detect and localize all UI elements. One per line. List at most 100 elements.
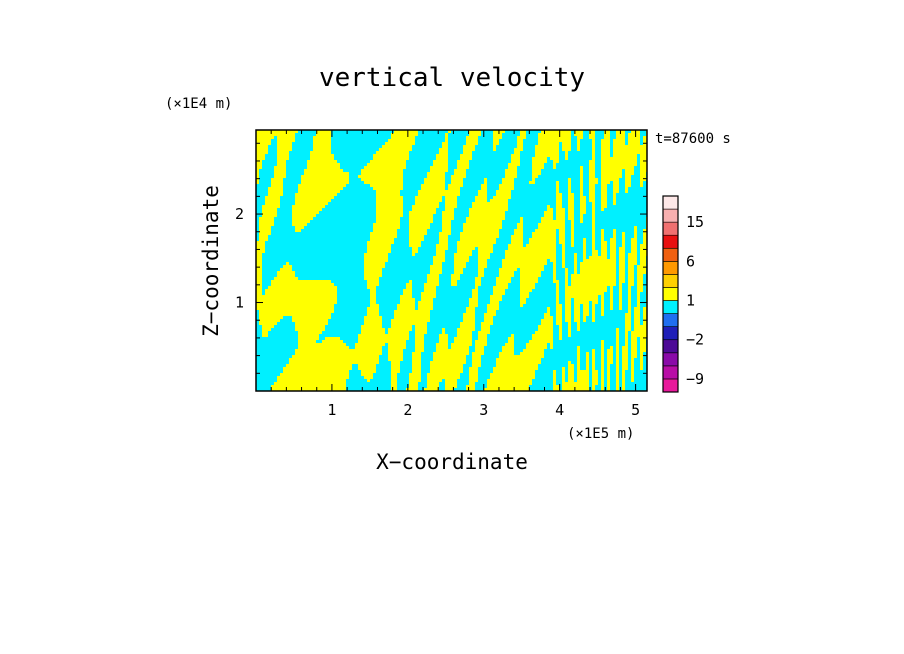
field-positive-region — [613, 202, 616, 205]
field-positive-region — [541, 217, 553, 220]
field-positive-region — [592, 220, 595, 223]
field-positive-region — [532, 337, 553, 340]
field-positive-region — [532, 169, 541, 172]
field-positive-region — [526, 244, 556, 247]
field-positive-region — [592, 352, 595, 355]
field-positive-region — [415, 325, 427, 328]
field-positive-region — [304, 172, 349, 175]
field-positive-region — [568, 187, 571, 190]
field-positive-region — [568, 364, 574, 367]
field-positive-region — [367, 247, 391, 250]
field-positive-region — [421, 295, 436, 298]
field-positive-region — [463, 223, 502, 226]
field-positive-region — [580, 193, 583, 196]
field-positive-region — [580, 271, 616, 274]
field-positive-region — [496, 280, 511, 283]
field-positive-region — [562, 148, 571, 151]
field-positive-region — [256, 301, 337, 304]
field-positive-region — [373, 187, 403, 190]
field-positive-region — [586, 361, 589, 364]
field-positive-region — [256, 166, 262, 169]
field-positive-region — [493, 367, 538, 370]
field-positive-region — [637, 301, 640, 304]
field-positive-region — [613, 139, 625, 142]
field-positive-region — [565, 277, 568, 280]
field-positive-region — [616, 349, 619, 352]
field-positive-region — [517, 145, 523, 148]
field-positive-region — [445, 208, 454, 211]
field-positive-region — [412, 364, 421, 367]
field-positive-region — [637, 283, 643, 286]
field-positive-region — [298, 340, 316, 343]
field-positive-region — [436, 247, 448, 250]
field-positive-region — [436, 349, 469, 352]
colorbar-segment — [662, 221, 679, 236]
field-positive-region — [601, 232, 604, 235]
field-positive-region — [493, 292, 505, 295]
field-positive-region — [376, 193, 400, 196]
field-positive-region — [601, 172, 622, 175]
field-positive-region — [256, 250, 265, 253]
field-positive-region — [601, 247, 607, 250]
field-positive-region — [604, 130, 610, 133]
field-positive-region — [592, 382, 598, 385]
field-positive-region — [601, 145, 610, 148]
field-positive-region — [391, 133, 418, 136]
field-positive-region — [364, 274, 382, 277]
field-positive-region — [490, 298, 502, 301]
field-positive-region — [418, 304, 433, 307]
field-positive-region — [508, 337, 514, 340]
y-tick-label: 2 — [235, 205, 244, 223]
field-positive-region — [628, 256, 637, 259]
field-positive-region — [628, 304, 631, 307]
field-positive-region — [583, 316, 586, 319]
field-positive-region — [592, 358, 595, 361]
field-positive-region — [457, 163, 469, 166]
field-positive-region — [571, 229, 574, 232]
field-positive-region — [406, 388, 418, 391]
field-positive-region — [292, 319, 328, 322]
field-positive-region — [640, 340, 646, 343]
field-positive-region — [358, 337, 409, 340]
field-positive-region — [589, 181, 598, 184]
field-positive-region — [412, 355, 421, 358]
field-positive-region — [361, 169, 403, 172]
field-positive-region — [553, 280, 559, 283]
field-positive-region — [580, 184, 583, 187]
field-positive-region — [586, 352, 589, 355]
field-positive-region — [631, 370, 634, 373]
field-positive-region — [367, 313, 379, 316]
field-positive-region — [592, 247, 595, 250]
field-positive-region — [589, 187, 595, 190]
field-positive-region — [502, 178, 514, 181]
field-positive-region — [265, 202, 280, 205]
field-positive-region — [427, 280, 439, 283]
field-positive-region — [619, 295, 622, 298]
colorbar-segment — [662, 234, 679, 249]
field-positive-region — [553, 166, 556, 169]
field-positive-region — [313, 136, 331, 139]
field-positive-region — [259, 226, 271, 229]
field-positive-region — [562, 382, 589, 385]
field-positive-region — [376, 208, 403, 211]
field-positive-region — [610, 256, 616, 259]
field-positive-region — [358, 367, 376, 370]
field-positive-region — [391, 319, 430, 322]
field-positive-region — [445, 382, 457, 385]
field-positive-region — [256, 169, 259, 172]
field-positive-region — [556, 217, 565, 220]
field-positive-region — [460, 238, 496, 241]
field-positive-region — [625, 184, 631, 187]
field-positive-region — [442, 211, 454, 214]
field-positive-region — [628, 262, 637, 265]
field-positive-region — [307, 163, 340, 166]
field-positive-region — [442, 226, 451, 229]
field-positive-region — [565, 280, 568, 283]
field-positive-region — [574, 133, 583, 136]
field-positive-region — [643, 238, 647, 241]
field-positive-region — [520, 304, 523, 307]
field-positive-region — [559, 331, 562, 334]
field-positive-region — [637, 277, 643, 280]
field-positive-region — [439, 340, 448, 343]
field-positive-region — [388, 352, 403, 355]
